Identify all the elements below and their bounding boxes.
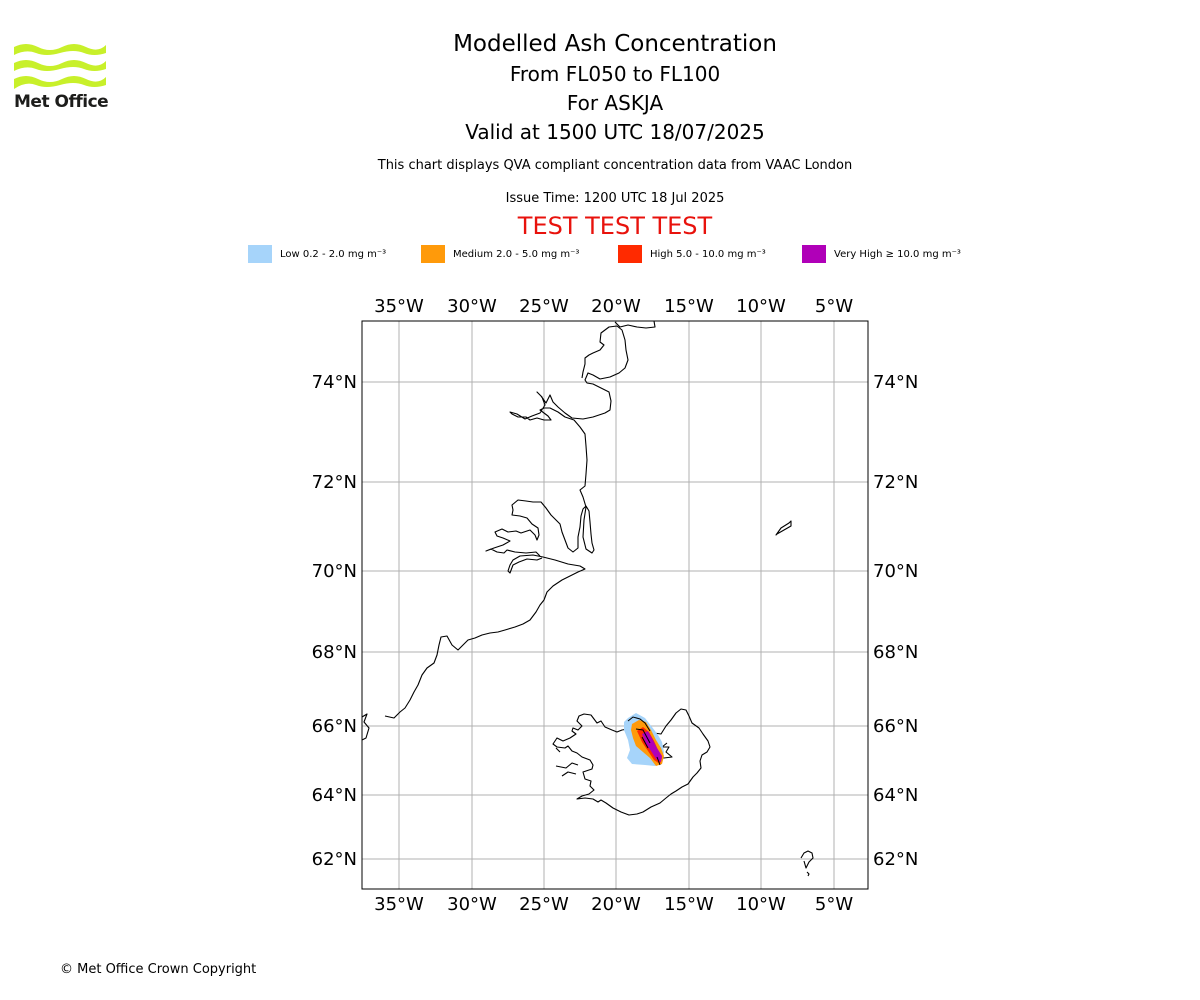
- lat-label-right: 66°N: [873, 716, 918, 737]
- legend-item-high: High 5.0 - 10.0 mg m⁻³: [618, 244, 766, 264]
- lon-labels-bottom: 35°W 30°W 25°W 20°W 15°W 10°W 5°W: [374, 894, 853, 915]
- volcano-name: For ASKJA: [566, 91, 664, 115]
- legend-label-very-high: Very High ≥ 10.0 mg m⁻³: [834, 248, 961, 260]
- lon-label-bottom: 15°W: [664, 894, 714, 915]
- legend-swatch-low: [248, 245, 272, 263]
- legend-label-low: Low 0.2 - 2.0 mg m⁻³: [280, 248, 387, 260]
- lon-label-bottom: 35°W: [374, 894, 424, 915]
- test-banner: TEST TEST TEST: [517, 212, 713, 240]
- faroe-coast: [800, 850, 814, 877]
- chart-title-block: Modelled Ash Concentration From FL050 to…: [315, 28, 915, 147]
- legend-item-medium: Medium 2.0 - 5.0 mg m⁻³: [421, 244, 579, 264]
- valid-time: Valid at 1500 UTC 18/07/2025: [465, 120, 765, 144]
- lon-label-bottom: 20°W: [591, 894, 641, 915]
- lon-label-top: 25°W: [519, 296, 569, 317]
- lon-label-top: 35°W: [374, 296, 424, 317]
- lon-label-bottom: 30°W: [447, 894, 497, 915]
- flight-level-range: From FL050 to FL100: [509, 62, 721, 86]
- lon-label-top: 5°W: [815, 296, 853, 317]
- lat-label-left: 62°N: [312, 849, 357, 870]
- legend-swatch-very-high: [802, 245, 826, 263]
- lat-label-right: 72°N: [873, 472, 918, 493]
- lat-labels-right: 74°N 72°N 70°N 68°N 66°N 64°N 62°N: [873, 372, 918, 870]
- lon-label-top: 15°W: [664, 296, 714, 317]
- jan-mayen-coast: [775, 520, 792, 536]
- lat-label-left: 72°N: [312, 472, 357, 493]
- lat-label-left: 74°N: [312, 372, 357, 393]
- iceland-coast-west: [555, 747, 579, 777]
- plume-very-high: [642, 731, 662, 762]
- issue-time: Issue Time: 1200 UTC 18 Jul 2025: [505, 191, 725, 206]
- chart-title: Modelled Ash Concentration: [453, 31, 777, 57]
- lat-label-right: 74°N: [873, 372, 918, 393]
- met-office-logo-text: Met Office: [14, 92, 109, 112]
- lat-label-right: 70°N: [873, 561, 918, 582]
- lon-label-top: 10°W: [736, 296, 786, 317]
- legend-swatch-high: [618, 245, 642, 263]
- lon-label-top: 20°W: [591, 296, 641, 317]
- lat-label-right: 62°N: [873, 849, 918, 870]
- legend-item-low: Low 0.2 - 2.0 mg m⁻³: [248, 244, 386, 264]
- lon-labels-top: 35°W 30°W 25°W 20°W 15°W 10°W 5°W: [374, 296, 853, 317]
- legend-item-very-high: Very High ≥ 10.0 mg m⁻³: [802, 244, 961, 264]
- legend-label-high: High 5.0 - 10.0 mg m⁻³: [650, 248, 766, 260]
- map-frame: [361, 320, 869, 890]
- lon-label-bottom: 5°W: [815, 894, 853, 915]
- lon-label-top: 30°W: [447, 296, 497, 317]
- map-gridlines: [362, 321, 868, 889]
- greenland-coast: [361, 325, 629, 741]
- compliance-note: This chart displays QVA compliant concen…: [377, 158, 853, 173]
- coastlines: [361, 320, 814, 877]
- lat-label-right: 68°N: [873, 642, 918, 663]
- copyright-notice: © Met Office Crown Copyright: [60, 962, 257, 977]
- plume-outline: [627, 716, 661, 766]
- legend-swatch-medium: [421, 245, 445, 263]
- lat-label-left: 70°N: [312, 561, 357, 582]
- lon-label-bottom: 10°W: [736, 894, 786, 915]
- met-office-logo: [14, 44, 106, 89]
- lat-label-left: 64°N: [312, 785, 357, 806]
- lon-label-bottom: 25°W: [519, 894, 569, 915]
- ash-plume: [624, 713, 664, 766]
- lat-label-right: 64°N: [873, 785, 918, 806]
- lat-label-left: 66°N: [312, 716, 357, 737]
- lat-labels-left: 74°N 72°N 70°N 68°N 66°N 64°N 62°N: [312, 372, 357, 870]
- lat-label-left: 68°N: [312, 642, 357, 663]
- legend-label-medium: Medium 2.0 - 5.0 mg m⁻³: [453, 248, 580, 260]
- greenland-coast-north: [614, 320, 656, 329]
